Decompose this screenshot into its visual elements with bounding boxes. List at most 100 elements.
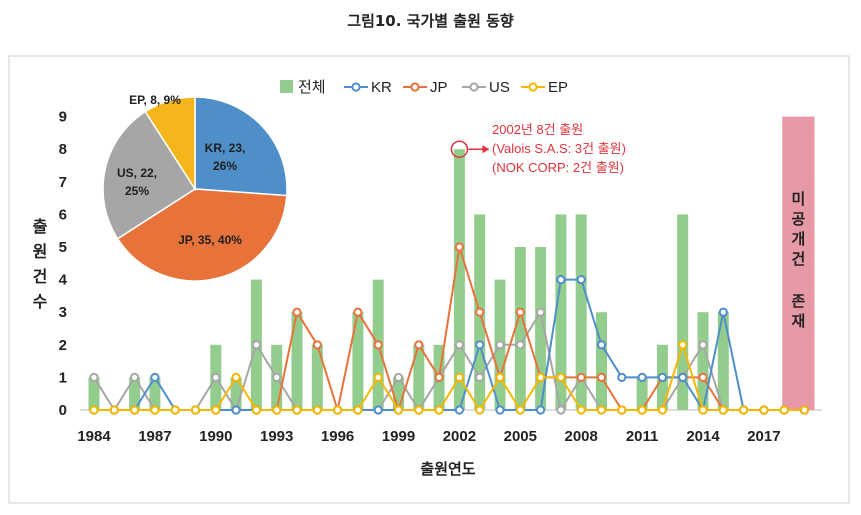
- point-KR-2007: [556, 275, 566, 285]
- point-KR-2006: [536, 405, 546, 415]
- point-US-2014: [698, 340, 708, 350]
- pending-label-char: 공: [791, 211, 805, 228]
- pending-label-char: 미: [791, 191, 805, 208]
- point-EP-2005: [515, 405, 525, 415]
- point-EP-1985: [109, 405, 119, 415]
- annotation-text: 2002년 8건 출원: [492, 122, 583, 137]
- bar-total-2005: [514, 247, 526, 410]
- bar-total-1997: [352, 312, 364, 410]
- bar-total-2009: [596, 312, 607, 410]
- point-EP-1999: [393, 405, 404, 415]
- y-tick-label: 3: [59, 304, 67, 321]
- point-EP-2008: [576, 405, 586, 415]
- point-EP-2013: [678, 340, 688, 350]
- point-EP-1986: [130, 405, 140, 415]
- point-JP-2014: [698, 372, 708, 382]
- point-EP-2012: [657, 405, 668, 415]
- x-axis-title: 출원연도: [420, 461, 475, 478]
- y-axis-title-char: 수: [33, 293, 48, 311]
- point-EP-2011: [637, 405, 647, 415]
- point-EP-2001: [434, 405, 444, 415]
- point-JP-1994: [292, 307, 302, 317]
- point-EP-1991: [231, 372, 241, 382]
- bar-total-1994: [291, 312, 303, 410]
- point-US-1999: [393, 372, 404, 382]
- point-US-1993: [272, 372, 282, 382]
- point-EP-2019: [799, 405, 810, 415]
- bar-total-1991: [230, 377, 242, 410]
- point-EP-2007: [556, 372, 566, 382]
- bar-total-1995: [311, 344, 323, 410]
- point-JP-2005: [515, 307, 525, 317]
- y-tick-label: 2: [59, 337, 67, 354]
- point-EP-1992: [251, 405, 261, 415]
- point-EP-1988: [170, 405, 180, 415]
- bar-total-1986: [129, 377, 141, 410]
- bar-total-2002: [453, 149, 465, 410]
- y-tick-label: 9: [59, 109, 67, 126]
- point-EP-1997: [353, 405, 363, 415]
- bar-total-2015: [717, 312, 729, 410]
- pending-bar: [782, 116, 815, 410]
- pie-slice-US: [102, 110, 197, 240]
- point-KR-2009: [596, 340, 607, 350]
- point-EP-2000: [414, 405, 424, 415]
- legend-swatch-total: [280, 80, 293, 93]
- point-JP-1997: [353, 307, 363, 317]
- point-US-1990: [211, 372, 221, 382]
- legend-label: KR: [371, 79, 392, 96]
- axis-labels: 0 1 2 3 4 5 6 7 8 9 1984 1987 1990 1993 1996 1999 2002 20…: [33, 109, 781, 478]
- point-US-2007: [556, 405, 566, 415]
- point-KR-2015: [718, 307, 728, 317]
- bar-total-2013: [677, 214, 689, 410]
- point-EP-2017: [759, 405, 769, 415]
- y-tick-label: 8: [59, 141, 67, 158]
- point-KR-2002: [454, 405, 464, 415]
- legend: 전체 KR JP US EP: [280, 79, 568, 96]
- x-tick-label: 1999: [382, 428, 415, 445]
- y-tick-label: 6: [59, 206, 67, 223]
- point-EP-1987: [150, 405, 160, 415]
- point-EP-2018: [779, 405, 789, 415]
- point-KR-1998: [373, 405, 383, 415]
- pie-slice-KR: [194, 96, 288, 197]
- point-US-1986: [130, 372, 140, 382]
- point-US-2003: [475, 372, 485, 382]
- bar-total-1999: [393, 377, 404, 410]
- point-KR-2011: [637, 372, 647, 382]
- line-US: [93, 311, 805, 411]
- pie-slice-EP: [144, 96, 196, 192]
- x-tick-label: 2005: [504, 428, 537, 445]
- x-tick-label: 1990: [199, 428, 232, 445]
- pie-label-KR-pct: 26%: [213, 159, 237, 173]
- bar-total-2000: [413, 344, 425, 410]
- point-EP-2003: [475, 405, 485, 415]
- point-EP-2002: [454, 372, 464, 382]
- pending-label-char: 개: [791, 230, 805, 248]
- point-EP-1993: [272, 405, 282, 415]
- legend-marker-US: [469, 82, 479, 92]
- point-EP-2016: [739, 405, 749, 415]
- x-tick-label: 2008: [565, 428, 598, 445]
- y-tick-label: 1: [59, 369, 67, 386]
- x-tick-label: 2002: [443, 428, 476, 445]
- x-tick-label: 2017: [747, 428, 780, 445]
- point-JP-2002: [454, 242, 464, 252]
- pie-label-JP: JP, 35, 40%: [178, 233, 242, 247]
- point-US-1984: [89, 372, 99, 382]
- point-EP-1998: [373, 372, 383, 382]
- point-EP-1995: [312, 405, 322, 415]
- point-EP-1990: [211, 405, 221, 415]
- bar-total-2006: [535, 247, 547, 410]
- bar-total-2008: [575, 214, 587, 410]
- figure-title: 그림10. 국가별 출원 동향: [347, 12, 514, 30]
- point-JP-2003: [475, 307, 485, 317]
- point-JP-1998: [373, 340, 383, 350]
- legend-label: 전체: [298, 79, 326, 96]
- point-KR-2010: [617, 372, 627, 382]
- bar-total-1987: [149, 377, 161, 410]
- point-KR-2012: [657, 372, 668, 382]
